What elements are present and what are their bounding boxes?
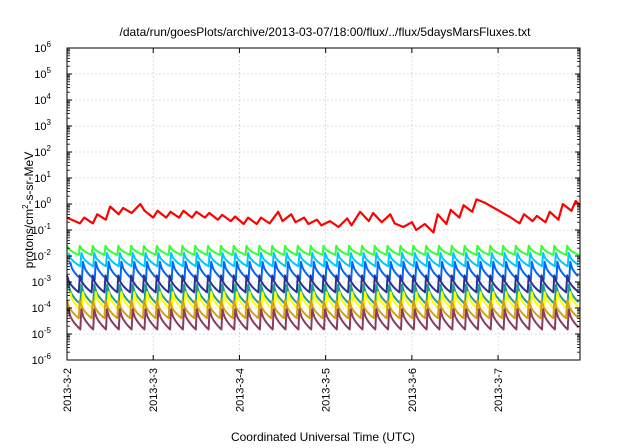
y-tick-label: 10-1 — [32, 222, 52, 237]
y-tick-label: 105 — [34, 66, 51, 81]
y-tick-label: 10-6 — [32, 352, 52, 367]
x-tick-label: 2013-3-6 — [407, 368, 419, 412]
y-tick-label: 10-3 — [32, 274, 52, 289]
series-line-2 — [66, 244, 580, 256]
y-axis: 10-6 10-5 10-4 10-3 10-2 10-1 100 101 102 103 104 1… — [32, 40, 580, 367]
y-tick-label: 102 — [34, 144, 51, 159]
y-tick-label: 10-2 — [32, 248, 52, 263]
x-tick-label: 2013-3-5 — [321, 368, 333, 412]
x-tick-label: 2013-3-3 — [148, 368, 160, 412]
y-axis-title-rest: -s-sr-MeV — [22, 152, 36, 205]
series-line-5 — [66, 274, 580, 294]
x-tick-label: 2013-3-4 — [234, 368, 246, 412]
x-axis-title: Coordinated Universal Time (UTC) — [231, 430, 415, 444]
y-tick-label: 101 — [34, 170, 51, 185]
y-tick-label: 106 — [34, 40, 51, 55]
y-tick-label: 100 — [34, 196, 51, 211]
chart-title: /data/run/goesPlots/archive/2013-03-07/1… — [120, 25, 532, 39]
y-tick-label: 10-5 — [32, 326, 52, 341]
x-axis: 2013-3-2 2013-3-3 2013-3-4 2013-3-5 2013-3-6… — [62, 48, 505, 412]
series-line-1 — [66, 198, 581, 234]
series-line-3 — [67, 252, 580, 268]
y-tick-label: 10-4 — [32, 300, 52, 315]
y-axis-title: protons/cm2-s-sr-MeV — [21, 152, 36, 268]
x-tick-label: 2013-3-2 — [62, 368, 74, 412]
y-tick-label: 104 — [34, 92, 51, 107]
series-line-8 — [66, 299, 580, 320]
y-axis-title-superscript: 2 — [21, 204, 30, 209]
y-tick-label: 103 — [34, 118, 51, 133]
y-axis-title-main: protons/cm — [22, 209, 36, 268]
x-tick-label: 2013-3-7 — [493, 368, 505, 412]
series-layer — [66, 198, 581, 331]
series-line-9 — [67, 308, 580, 331]
